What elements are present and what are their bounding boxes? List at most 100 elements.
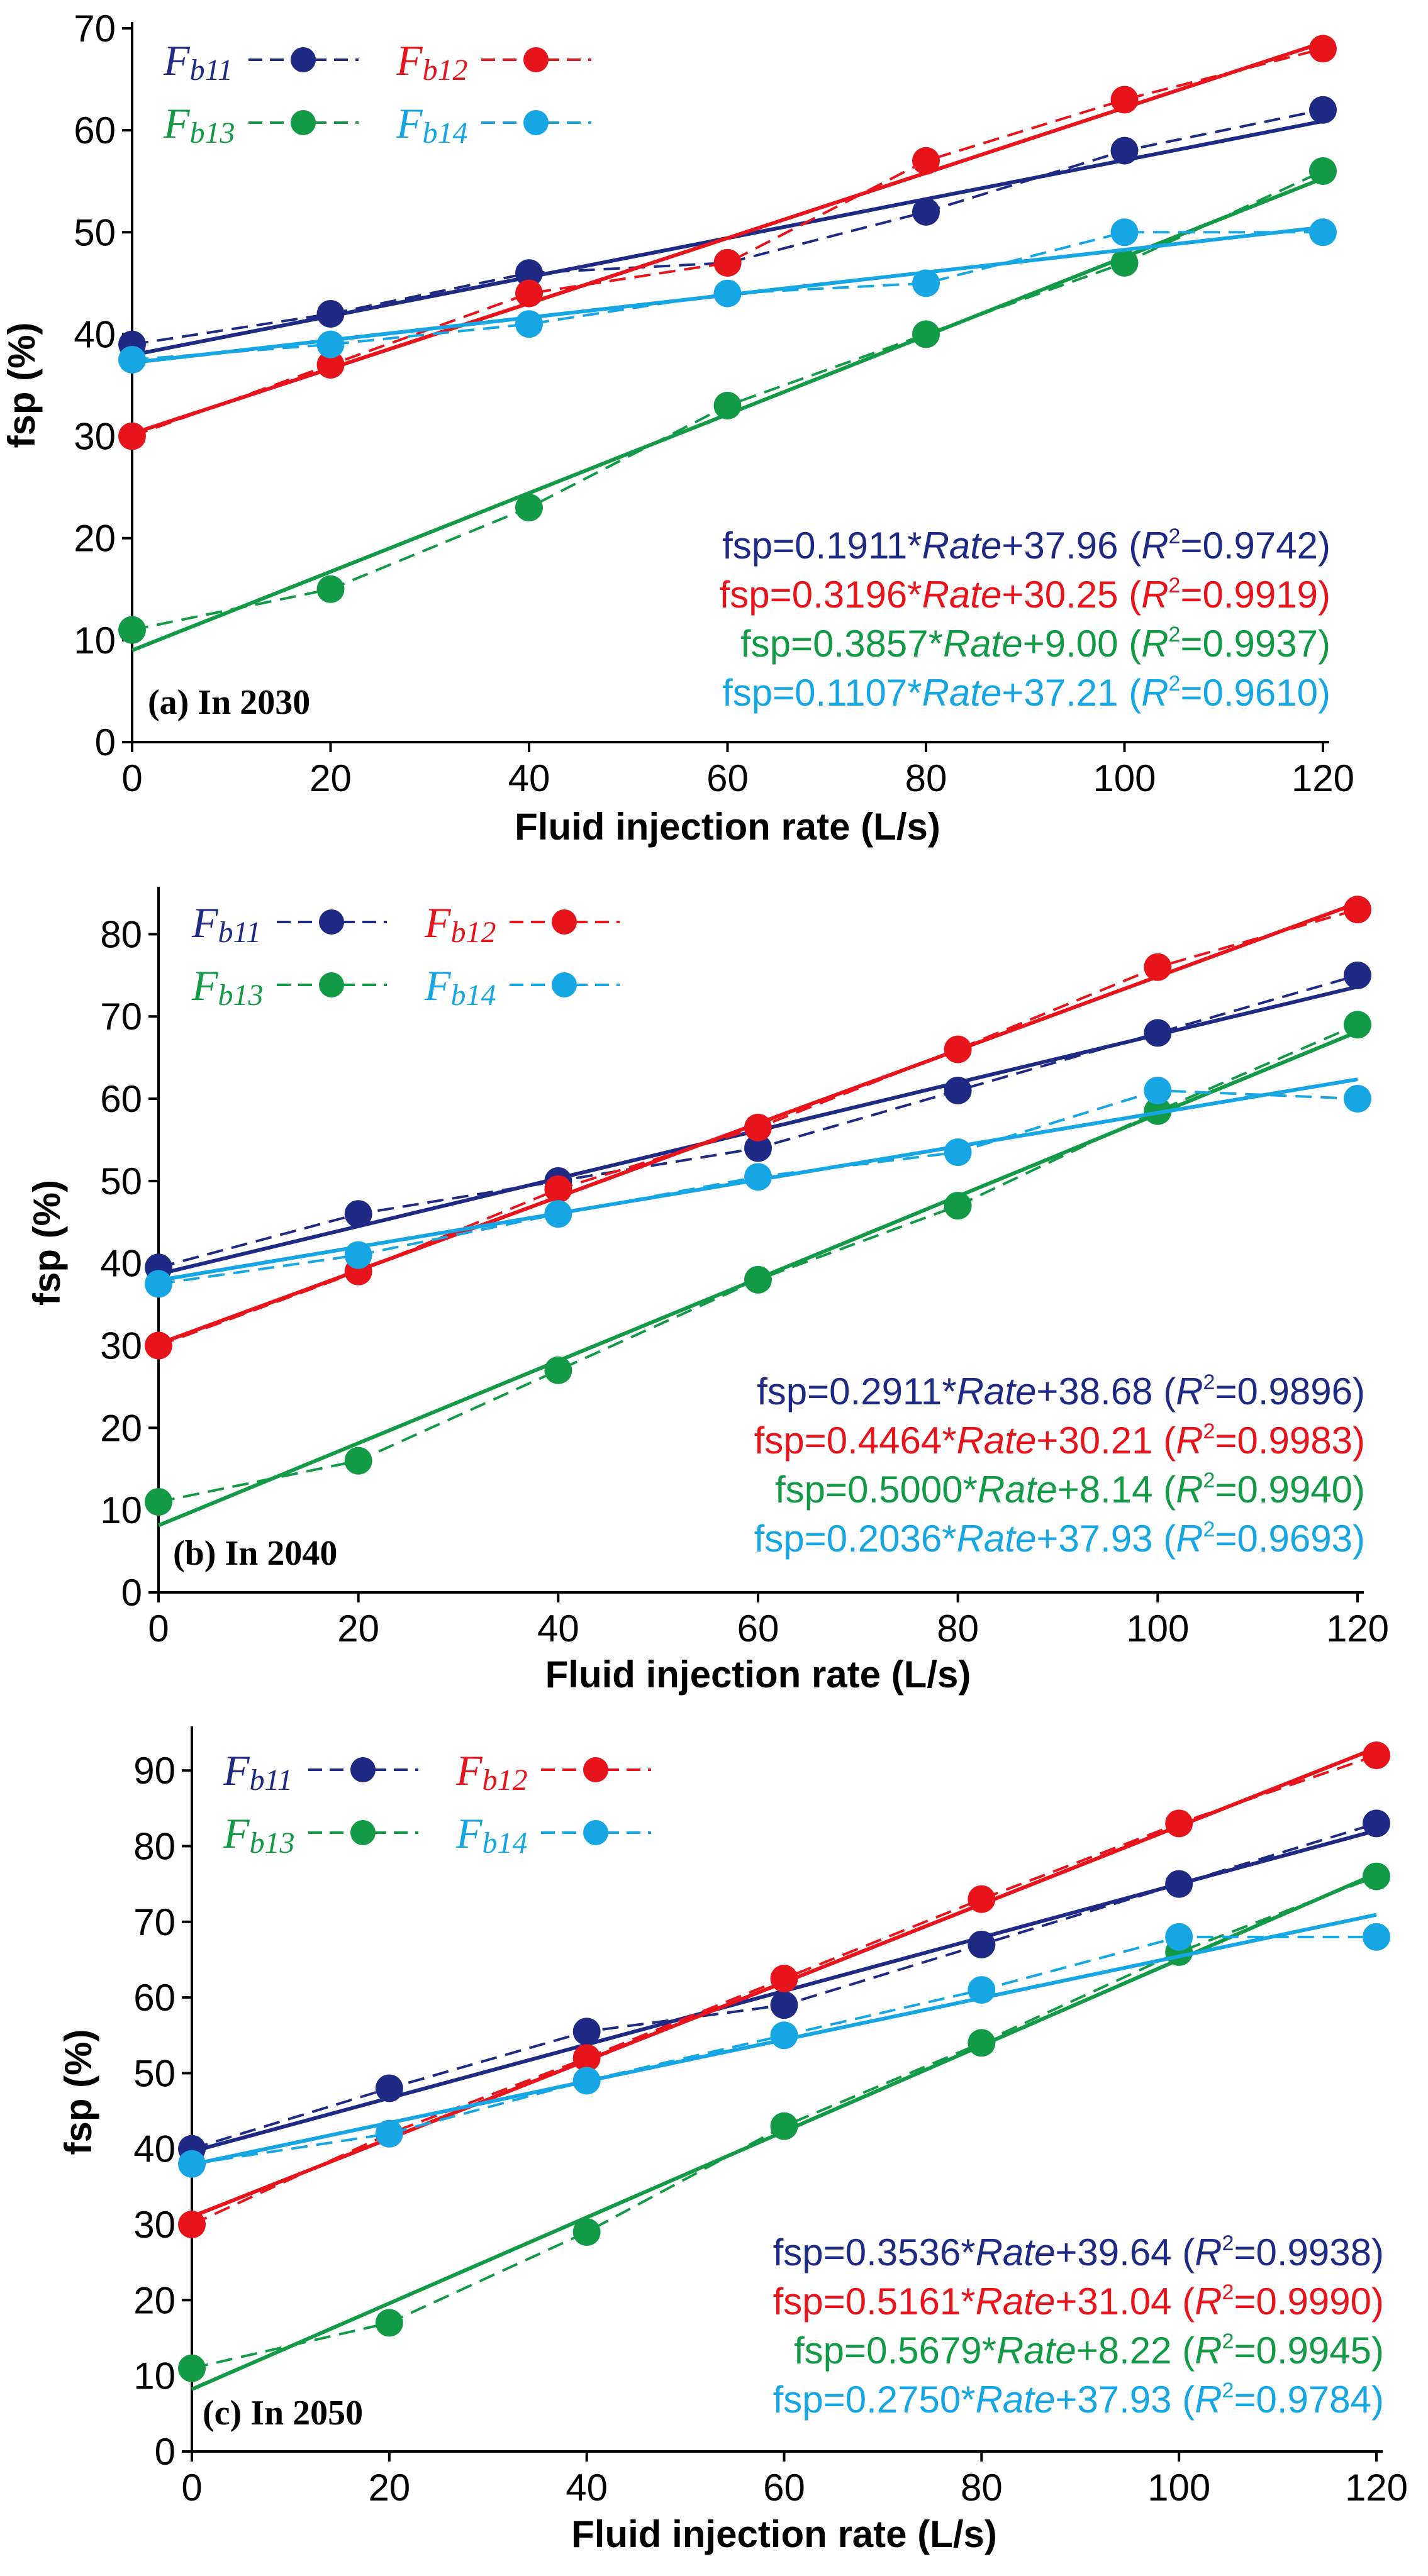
y-tick-label: 10	[74, 619, 116, 662]
data-point	[1363, 1741, 1390, 1770]
y-tick-label: 40	[74, 313, 116, 355]
data-point	[1344, 961, 1371, 989]
y-tick-label: 20	[74, 518, 116, 560]
chart-panel-1: 0 10 20 30 40 50 60 70 0 20 40 60 80 100 120 Fluid inje…	[1, 8, 1354, 848]
data-point	[1165, 1923, 1193, 1951]
fit-equation: fsp=0.2750*Rate+37.93 (R2=0.9784)	[773, 2379, 1384, 2421]
fit-equation: fsp=0.1107*Rate+37.21 (R2=0.9610)	[722, 672, 1330, 714]
legend-label: Fb14	[455, 1809, 528, 1860]
y-tick-label: 60	[100, 1078, 142, 1120]
data-point	[572, 2218, 601, 2246]
data-point	[515, 494, 543, 522]
series-Fb13	[178, 1862, 1390, 2391]
data-point	[770, 2021, 798, 2050]
x-tick-label: 100	[1147, 2467, 1210, 2509]
y-tick-label: 30	[133, 2204, 176, 2246]
legend-label: Fb13	[191, 962, 264, 1012]
data-point	[145, 1331, 172, 1360]
y-tick-label: 30	[100, 1325, 142, 1367]
series-Fb12	[178, 1741, 1390, 2239]
data-point	[544, 1175, 572, 1203]
y-tick-label: 80	[100, 913, 142, 955]
data-point	[744, 1265, 772, 1294]
series-Fb13	[118, 157, 1337, 652]
data-point	[1309, 96, 1337, 124]
x-tick-label: 60	[737, 1607, 779, 1650]
data-point	[944, 1076, 972, 1104]
data-point	[912, 320, 940, 348]
data-point	[1165, 1809, 1193, 1838]
data-point	[118, 422, 146, 450]
panel-label: (a) In 2030	[148, 683, 310, 722]
data-point	[968, 2029, 996, 2057]
legend-label: Fb12	[424, 899, 496, 949]
data-point	[944, 1192, 972, 1220]
legend-label: Fb14	[424, 962, 496, 1012]
x-tick-label: 80	[961, 2467, 1003, 2509]
data-point	[744, 1113, 772, 1141]
fit-equation: fsp=0.2911*Rate+38.68 (R2=0.9896)	[757, 1370, 1365, 1413]
data-point	[178, 2354, 206, 2382]
x-tick-label: 80	[905, 757, 947, 799]
legend-marker	[350, 1757, 376, 1782]
data-point	[1309, 35, 1337, 63]
x-axis-title: Fluid injection rate (L/s)	[571, 2513, 997, 2555]
x-axis-title: Fluid injection rate (L/s)	[515, 806, 940, 848]
series-Fb11	[118, 96, 1337, 358]
legend-marker	[350, 1820, 376, 1845]
data-point	[968, 1976, 996, 2004]
data-point	[1165, 1870, 1193, 1898]
series-Fb14	[145, 1076, 1371, 1298]
x-tick-label: 60	[763, 2467, 805, 2509]
data-point	[145, 1488, 172, 1516]
series-Fb12	[145, 896, 1371, 1360]
data-point	[713, 248, 742, 277]
x-tick-label: 0	[148, 1607, 169, 1650]
data-point	[770, 2112, 798, 2140]
y-tick-label: 50	[133, 2052, 176, 2094]
data-point	[515, 310, 543, 338]
fit-equation: fsp=0.2036*Rate+37.93 (R2=0.9693)	[754, 1518, 1365, 1560]
x-tick-label: 0	[181, 2467, 202, 2509]
data-point	[713, 279, 742, 308]
data-point	[1309, 157, 1337, 185]
data-point	[1110, 218, 1139, 247]
y-tick-label: 30	[74, 416, 116, 458]
fit-equation: fsp=0.5679*Rate+8.22 (R2=0.9945)	[794, 2329, 1384, 2372]
fit-equation: fsp=0.3536*Rate+39.64 (R2=0.9938)	[773, 2231, 1384, 2273]
x-tick-label: 80	[937, 1607, 979, 1650]
y-tick-label: 0	[121, 1572, 142, 1614]
data-point	[770, 1965, 798, 1993]
data-point	[572, 2067, 601, 2095]
y-tick-label: 0	[155, 2431, 176, 2473]
data-point	[1309, 218, 1337, 247]
y-tick-label: 80	[133, 1825, 176, 1867]
data-point	[1363, 1809, 1390, 1838]
data-point	[744, 1163, 772, 1191]
data-point	[145, 1270, 172, 1298]
data-line	[131, 47, 1324, 438]
x-tick-label: 100	[1093, 757, 1156, 799]
series-Fb12	[118, 35, 1337, 450]
data-point	[178, 2150, 206, 2178]
x-axis-title: Fluid injection rate (L/s)	[545, 1653, 971, 1696]
x-tick-label: 100	[1126, 1607, 1189, 1650]
data-point	[1363, 1923, 1390, 1951]
data-point	[912, 269, 940, 297]
legend-marker	[552, 972, 577, 997]
legend: Fb11 Fb12 Fb13 Fb14	[223, 1746, 651, 1860]
legend-marker	[583, 1757, 608, 1782]
chart-panel-2: 0 10 20 30 40 50 60 70 80 0 20 40 60 80 100 120 Fluid in…	[26, 887, 1389, 1696]
data-point	[316, 351, 345, 379]
panel-label: (b) In 2040	[173, 1534, 337, 1573]
data-point	[1144, 953, 1172, 981]
legend-label: Fb11	[223, 1746, 293, 1797]
data-point	[944, 1035, 972, 1063]
y-tick-label: 40	[133, 2128, 176, 2170]
y-tick-label: 10	[133, 2355, 176, 2397]
legend-label: Fb13	[163, 99, 235, 150]
data-point	[1110, 136, 1139, 165]
legend-label: Fb12	[455, 1746, 528, 1797]
y-tick-label: 40	[100, 1243, 142, 1285]
data-point	[344, 1200, 372, 1228]
